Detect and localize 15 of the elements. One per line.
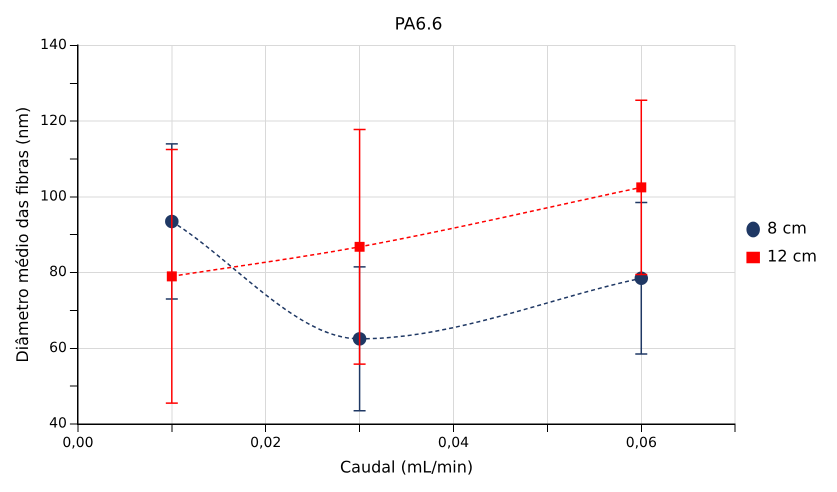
y-tick-label: 80 bbox=[49, 264, 67, 280]
y-tick-label: 100 bbox=[40, 188, 67, 204]
x-tick-label: 0,02 bbox=[250, 435, 282, 452]
y-tick-label: 120 bbox=[40, 112, 67, 129]
x-tick-label: 0,00 bbox=[62, 435, 94, 452]
y-tick-label: 60 bbox=[49, 340, 67, 356]
legend-label: 8 cm bbox=[767, 218, 807, 238]
chart-title: PA6.6 bbox=[394, 14, 442, 35]
legend-label: 12 cm bbox=[767, 246, 817, 266]
x-tick-label: 0,04 bbox=[438, 435, 470, 452]
y-tick-label: 140 bbox=[40, 37, 67, 54]
x-axis-title: Caudal (mL/min) bbox=[340, 458, 474, 477]
y-axis-title: Diâmetro médio das fibras (nm) bbox=[12, 106, 32, 363]
x-tick-label: 0,06 bbox=[626, 435, 657, 452]
y-tick-label: 40 bbox=[49, 416, 67, 432]
